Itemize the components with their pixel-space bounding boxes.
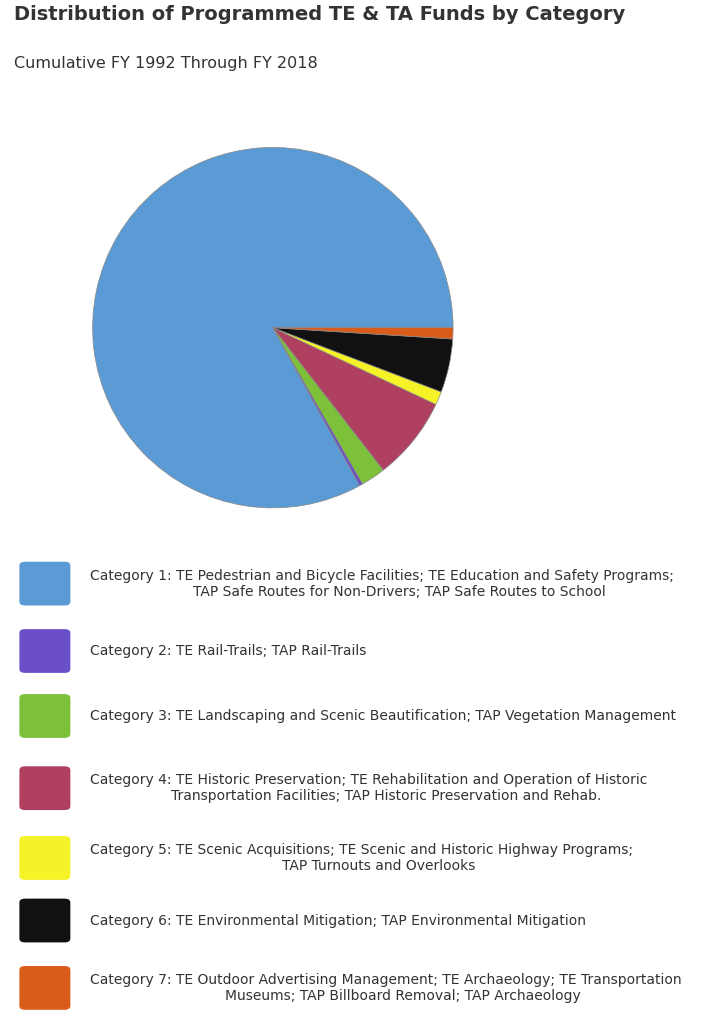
Text: Category 5: TE Scenic Acquisitions; TE Scenic and Historic Highway Programs;
   : Category 5: TE Scenic Acquisitions; TE S… xyxy=(90,843,633,873)
FancyBboxPatch shape xyxy=(19,899,70,942)
Wedge shape xyxy=(273,328,442,404)
Wedge shape xyxy=(273,328,383,484)
Text: Category 2: TE Rail-Trails; TAP Rail-Trails: Category 2: TE Rail-Trails; TAP Rail-Tra… xyxy=(90,644,366,658)
FancyBboxPatch shape xyxy=(19,966,70,1010)
Wedge shape xyxy=(273,328,453,339)
FancyBboxPatch shape xyxy=(19,694,70,738)
Text: Category 3: TE Landscaping and Scenic Beautification; TAP Vegetation Management: Category 3: TE Landscaping and Scenic Be… xyxy=(90,709,676,723)
Text: Category 4: TE Historic Preservation; TE Rehabilitation and Operation of Histori: Category 4: TE Historic Preservation; TE… xyxy=(90,773,647,803)
FancyBboxPatch shape xyxy=(19,766,70,810)
FancyBboxPatch shape xyxy=(19,836,70,880)
Text: Distribution of Programmed TE & TA Funds by Category: Distribution of Programmed TE & TA Funds… xyxy=(14,5,625,25)
Text: Category 1: TE Pedestrian and Bicycle Facilities; TE Education and Safety Progra: Category 1: TE Pedestrian and Bicycle Fa… xyxy=(90,568,673,599)
Wedge shape xyxy=(273,328,453,392)
Text: Category 6: TE Environmental Mitigation; TAP Environmental Mitigation: Category 6: TE Environmental Mitigation;… xyxy=(90,913,586,928)
Wedge shape xyxy=(273,328,436,470)
FancyBboxPatch shape xyxy=(19,562,70,605)
Wedge shape xyxy=(93,147,453,508)
Wedge shape xyxy=(273,328,363,485)
Text: Category 7: TE Outdoor Advertising Management; TE Archaeology; TE Transportation: Category 7: TE Outdoor Advertising Manag… xyxy=(90,973,681,1002)
Text: Cumulative FY 1992 Through FY 2018: Cumulative FY 1992 Through FY 2018 xyxy=(14,55,318,71)
FancyBboxPatch shape xyxy=(19,629,70,673)
